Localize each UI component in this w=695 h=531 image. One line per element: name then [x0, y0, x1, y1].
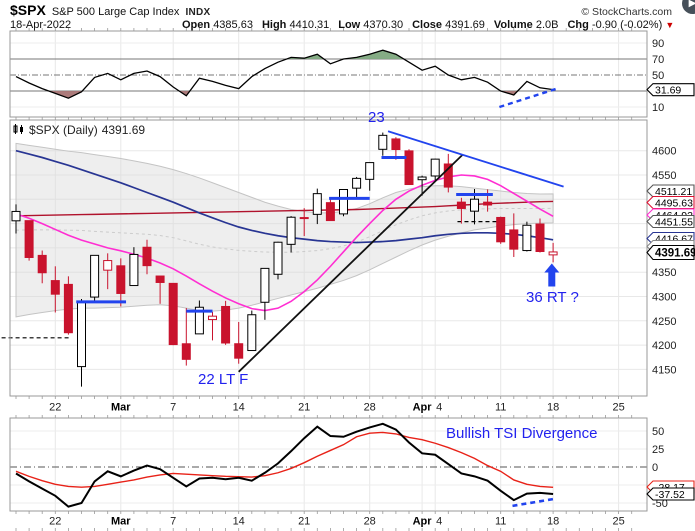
ohlc-low: Low 4370.30 — [338, 19, 404, 31]
exchange-label: INDX — [185, 7, 211, 18]
svg-text:21: 21 — [298, 402, 310, 414]
svg-text:Apr: Apr — [413, 402, 433, 414]
change: Chg -0.90 (-0.02%) ▼ — [567, 19, 675, 31]
chart-legend: $SPX (Daily) 4391.69 — [13, 123, 145, 137]
svg-text:70: 70 — [652, 54, 664, 66]
legend-value: 4391.69 — [101, 123, 146, 137]
annotation-tsi-divergence: Bullish TSI Divergence — [446, 425, 598, 442]
svg-text:Mar: Mar — [111, 402, 131, 414]
svg-text:11: 11 — [495, 516, 506, 528]
up-arrow-icon — [544, 263, 560, 287]
svg-text:4200: 4200 — [652, 340, 676, 352]
index-name: S&P 500 Large Cap Index — [51, 6, 180, 18]
svg-text:Mar: Mar — [111, 516, 131, 528]
ohlc-close: Close 4391.69 — [412, 19, 485, 31]
svg-text:28: 28 — [364, 516, 376, 528]
svg-text:10: 10 — [652, 102, 664, 114]
stockcharts-logo-icon: ▶ — [682, 0, 695, 14]
candles — [11, 132, 558, 387]
svg-text:28: 28 — [364, 402, 376, 414]
svg-text:50: 50 — [652, 70, 664, 82]
svg-text:50: 50 — [652, 426, 664, 438]
svg-text:7: 7 — [170, 516, 176, 528]
svg-text:4550: 4550 — [652, 170, 676, 182]
svg-text:4600: 4600 — [652, 146, 676, 158]
svg-text:14: 14 — [233, 516, 245, 528]
candlestick-chart-icon — [13, 124, 25, 136]
ohlc-high: High 4410.31 — [261, 19, 330, 31]
svg-text:4495.63: 4495.63 — [655, 197, 693, 209]
svg-text:4300: 4300 — [652, 292, 676, 304]
svg-text:21: 21 — [298, 516, 310, 528]
svg-text:4451.55: 4451.55 — [655, 216, 693, 228]
svg-text:4: 4 — [436, 516, 442, 528]
svg-text:4511.21: 4511.21 — [655, 186, 692, 198]
symbol: $SPX — [10, 2, 46, 18]
annotation-peak-count: 23 — [368, 109, 385, 126]
svg-text:Apr: Apr — [413, 516, 433, 528]
svg-text:4250: 4250 — [652, 316, 676, 328]
annotation-retrace: 36 RT ? — [526, 289, 579, 306]
svg-text:4350: 4350 — [652, 267, 676, 279]
svg-text:-37.52: -37.52 — [655, 489, 685, 501]
svg-text:4391.69: 4391.69 — [655, 247, 695, 259]
svg-text:22: 22 — [49, 516, 61, 528]
svg-text:25: 25 — [612, 402, 624, 414]
ohlc-open: Open 4385.63 — [182, 19, 253, 31]
svg-text:-50: -50 — [652, 498, 668, 510]
legend-title: $SPX (Daily) — [29, 123, 98, 137]
svg-text:11: 11 — [495, 402, 506, 414]
svg-text:18: 18 — [547, 402, 559, 414]
copyright: © StockCharts.com — [581, 6, 672, 18]
svg-text:14: 14 — [233, 402, 245, 414]
svg-text:18: 18 — [547, 516, 559, 528]
volume: Volume 2.0B — [493, 19, 559, 31]
svg-text:25: 25 — [652, 444, 664, 456]
svg-text:22: 22 — [49, 402, 61, 414]
svg-text:4: 4 — [436, 402, 442, 414]
chart-date: 18-Apr-2022 — [10, 19, 72, 31]
annotation-low-count: 22 LT F — [198, 371, 249, 388]
svg-text:31.69: 31.69 — [655, 84, 681, 96]
chart-header: $SPX S&P 500 Large Cap Index INDX © Stoc… — [10, 2, 686, 31]
svg-text:25: 25 — [612, 516, 624, 528]
svg-text:7: 7 — [170, 402, 176, 414]
svg-text:90: 90 — [652, 38, 664, 50]
down-triangle-icon: ▼ — [665, 20, 675, 30]
svg-text:0: 0 — [652, 462, 658, 474]
svg-text:4150: 4150 — [652, 364, 676, 376]
